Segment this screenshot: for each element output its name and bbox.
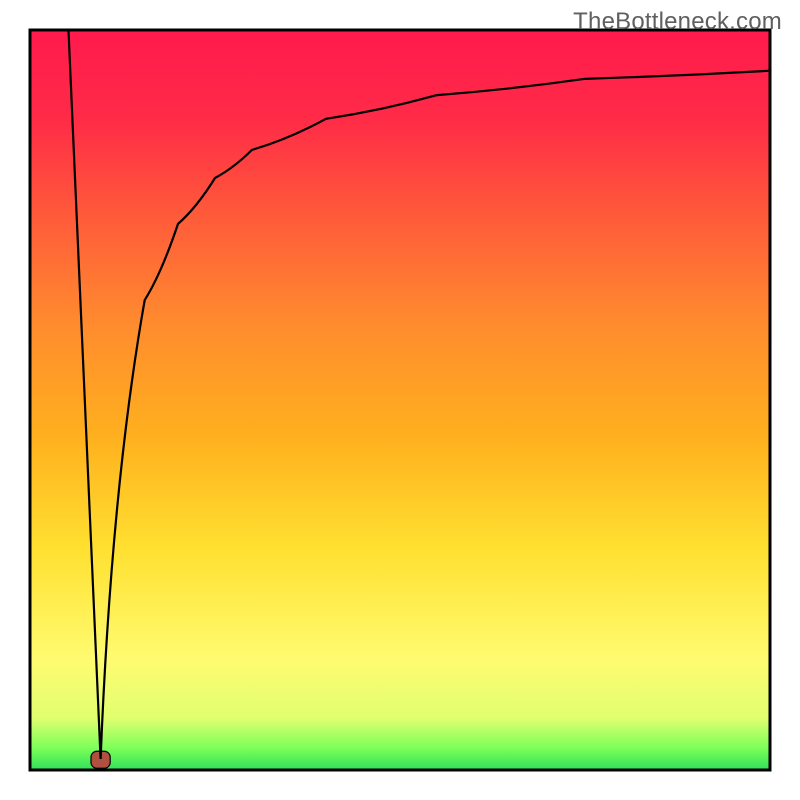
gradient-background bbox=[30, 30, 770, 770]
bottleneck-chart: TheBottleneck.com bbox=[0, 0, 800, 800]
watermark-text: TheBottleneck.com bbox=[573, 8, 782, 36]
chart-svg bbox=[0, 0, 800, 800]
